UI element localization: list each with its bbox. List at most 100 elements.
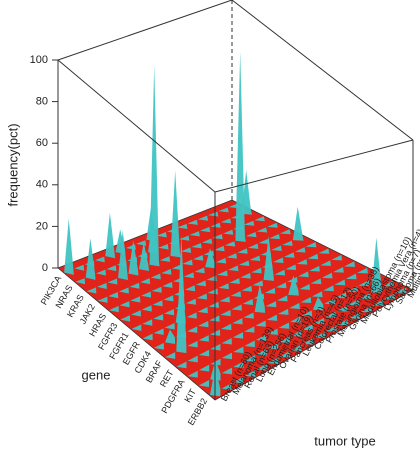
- spike: [158, 243, 169, 250]
- spike: [182, 259, 193, 266]
- spike: [320, 260, 332, 266]
- spike: [96, 269, 106, 276]
- spike: [164, 323, 175, 330]
- spike: [244, 355, 256, 362]
- spike: [163, 295, 174, 302]
- spike: [265, 301, 277, 308]
- spike: [153, 342, 164, 350]
- spike: [311, 291, 323, 298]
- spike: [285, 264, 297, 271]
- spike: [244, 340, 255, 348]
- spike: [279, 350, 291, 358]
- spike: [191, 242, 202, 249]
- spike: [220, 218, 232, 224]
- spike: [218, 207, 229, 213]
- z-tick-label: 20: [36, 220, 48, 232]
- spike: [241, 170, 252, 215]
- spike: [242, 298, 254, 305]
- spike: [255, 320, 266, 327]
- spike: [152, 300, 163, 307]
- spike: [244, 370, 256, 377]
- spike: [222, 229, 234, 235]
- spike: [283, 252, 295, 258]
- spike: [243, 220, 255, 226]
- spike: [97, 282, 107, 290]
- spike: [256, 363, 267, 371]
- spike: [280, 229, 291, 235]
- spike: [229, 278, 240, 284]
- spike: [249, 255, 261, 261]
- spike: [290, 316, 301, 323]
- spike: [180, 247, 192, 253]
- box-edge: [57, 59, 216, 193]
- spike: [331, 254, 343, 261]
- spike: [277, 308, 289, 315]
- spike: [184, 285, 196, 292]
- spike: [142, 333, 153, 341]
- spike: [232, 332, 244, 339]
- spike: [64, 218, 74, 275]
- spike: [302, 338, 314, 345]
- spike: [119, 301, 130, 308]
- spike: [267, 342, 279, 350]
- z-tick-label: 40: [36, 179, 48, 191]
- spike: [198, 320, 209, 328]
- spike: [348, 299, 360, 306]
- y-axis-label: tumor type: [314, 433, 375, 448]
- spike: [310, 278, 322, 285]
- spike: [186, 312, 197, 319]
- spike: [214, 245, 225, 252]
- spike: [232, 318, 243, 325]
- spike: [294, 247, 306, 253]
- spike: [332, 267, 344, 273]
- spike: [314, 331, 326, 339]
- spike: [197, 215, 209, 221]
- spike: [269, 233, 280, 240]
- spike: [197, 307, 208, 314]
- spike: [291, 344, 302, 352]
- spike: [221, 382, 233, 390]
- spike: [263, 235, 275, 281]
- spike: [221, 338, 232, 345]
- surface: [64, 51, 407, 397]
- spike: [271, 245, 282, 251]
- spike: [228, 265, 239, 272]
- spike: [195, 280, 206, 287]
- spike: [120, 315, 131, 322]
- spike: [244, 326, 255, 333]
- spike: [118, 287, 129, 294]
- spike: [129, 282, 140, 289]
- spike: [171, 264, 183, 271]
- spike: [335, 292, 347, 299]
- spike: [224, 241, 236, 247]
- spike: [153, 314, 164, 321]
- spike: [358, 280, 370, 286]
- spike: [325, 311, 336, 318]
- spike: [161, 268, 172, 275]
- spike: [159, 256, 171, 262]
- spike: [302, 324, 313, 331]
- spike: [218, 283, 229, 290]
- box-edge: [214, 139, 414, 193]
- spike: [264, 287, 276, 294]
- spike: [307, 253, 319, 260]
- spike: [176, 234, 187, 354]
- spike: [205, 248, 216, 269]
- spike: [226, 253, 237, 259]
- spike: [318, 248, 330, 254]
- spike: [334, 279, 346, 286]
- spike: [288, 275, 299, 296]
- spike: [251, 267, 262, 274]
- spike: [153, 328, 164, 335]
- spike: [198, 364, 210, 372]
- spike: [275, 282, 287, 289]
- spike: [194, 267, 205, 274]
- spike: [282, 240, 293, 246]
- spike: [313, 317, 325, 325]
- spike: [349, 312, 360, 319]
- spike: [266, 314, 278, 321]
- spike: [273, 257, 284, 263]
- spike: [292, 206, 304, 241]
- spike: [256, 348, 267, 356]
